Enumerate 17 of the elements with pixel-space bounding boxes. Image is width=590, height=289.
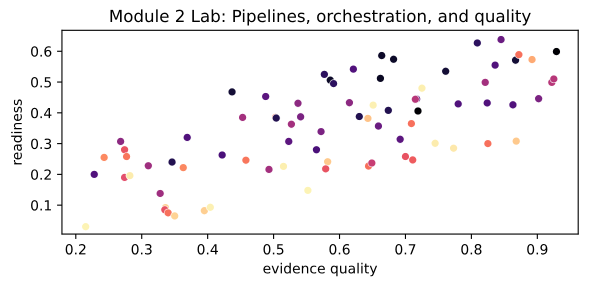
x-tick-label: 0.6 [329,244,350,255]
y-tick-label: 0.4 [31,108,52,118]
y-tick-label: 0.3 [31,138,52,150]
y-tick-label: 0.6 [31,46,52,57]
y-tick-label: 0.1 [31,200,51,211]
y-axis-title: readiness [11,99,22,164]
y-tick-label: 0.2 [31,169,51,180]
chart-title: Module 2 Lab: Pipelines, orchestration, and quality [110,9,531,26]
x-tick-label: 0.9 [527,244,548,255]
x-tick-label: 0.7 [395,244,416,255]
x-tick-label: 0.2 [66,244,86,255]
x-tick-label: 0.4 [198,244,218,255]
x-tick-label: 0.8 [461,244,482,255]
x-axis-title: evidence quality [263,262,378,276]
y-tick-label: 0.5 [31,77,52,88]
x-tick-label: 0.5 [263,244,284,255]
x-tick-label: 0.3 [132,244,152,255]
